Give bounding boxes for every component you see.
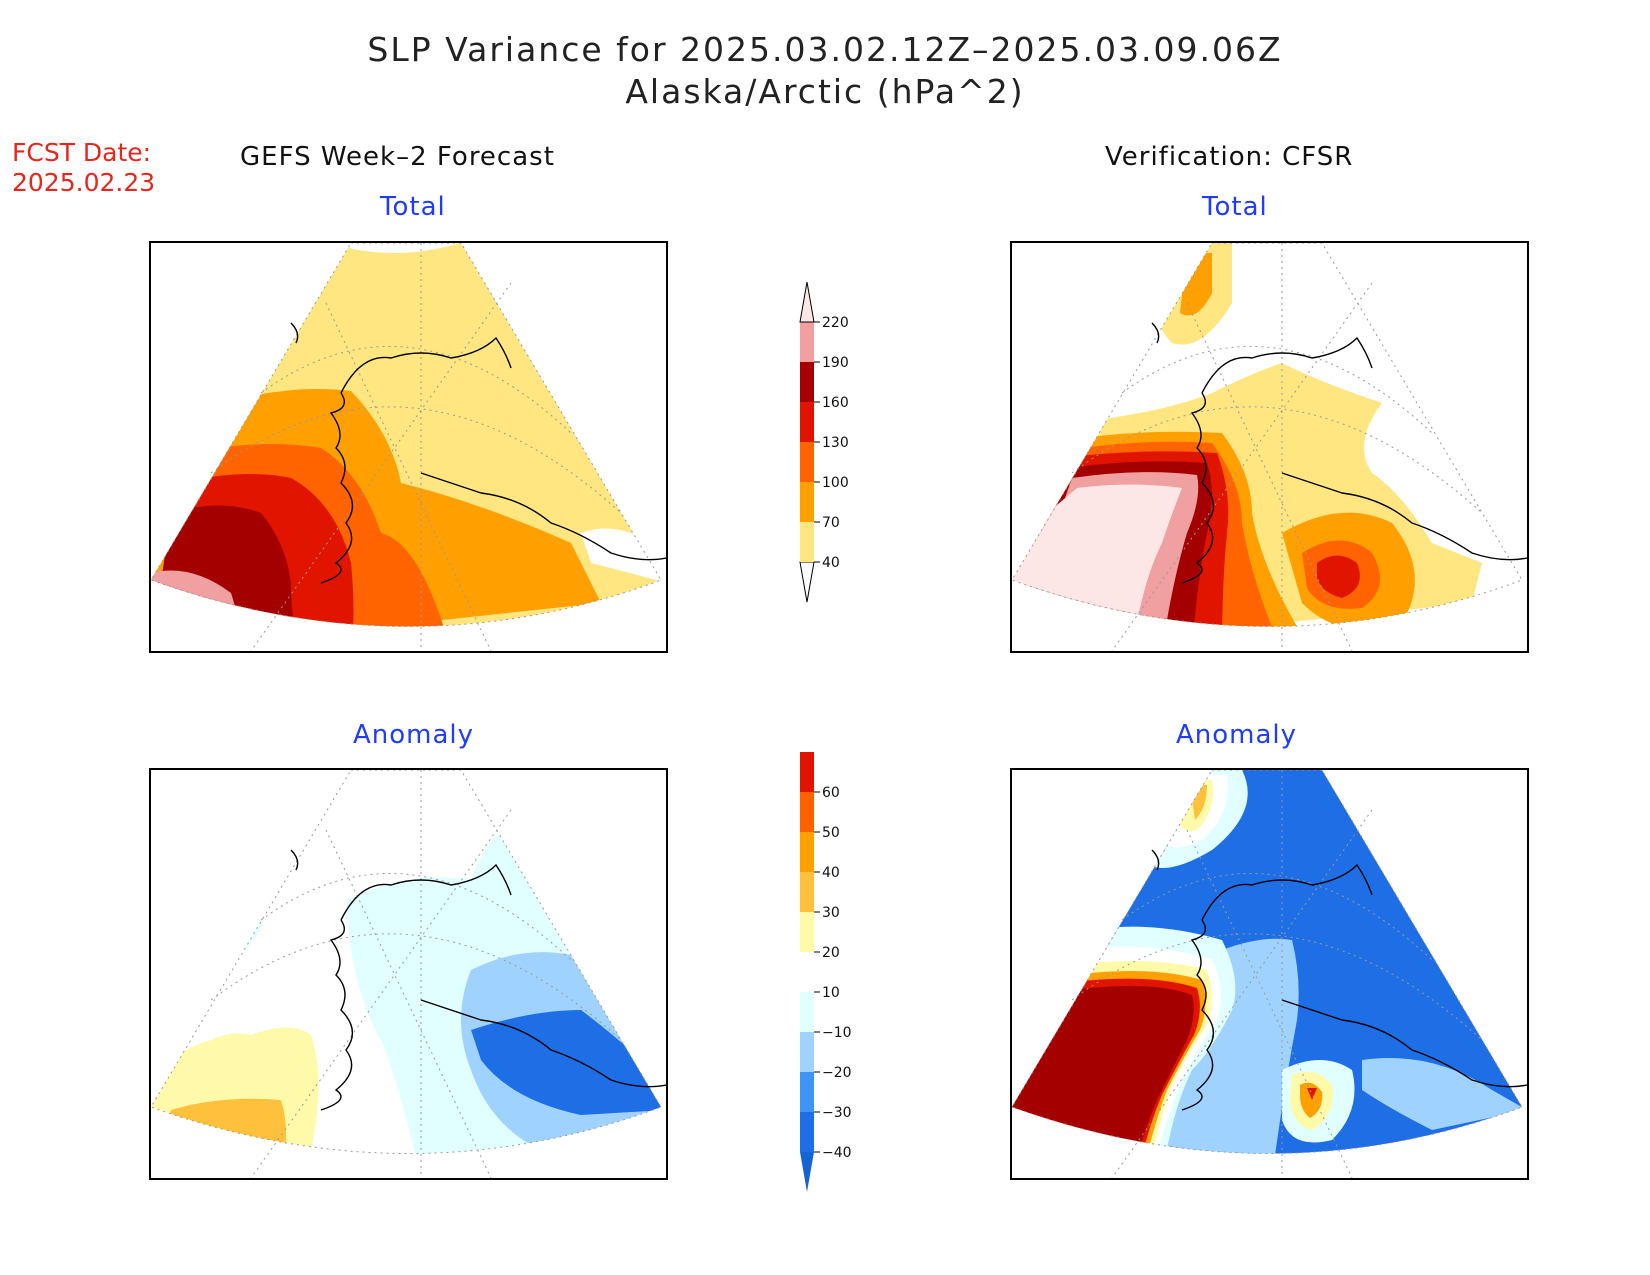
anomaly-colorbar-segment <box>800 752 814 792</box>
anomaly-colorbar-segment <box>800 952 814 992</box>
anomaly-colorbar-tick-label: 60 <box>822 785 840 801</box>
total-colorbar-segment <box>800 522 814 562</box>
anomaly-colorbar: −40 −30 −20 −10 10 20 30 40 50 60 <box>800 752 852 1192</box>
fcst-date-value: 2025.02.23 <box>12 168 156 197</box>
forecast-total-label: Total <box>380 192 446 222</box>
right-column-title: Verification: CFSR <box>1105 142 1354 172</box>
total-colorbar-tick-label: 100 <box>822 475 849 491</box>
anomaly-colorbar-low-tip <box>800 1152 814 1192</box>
anomaly-colorbar-segment <box>800 832 814 872</box>
total-colorbar-low-tip <box>799 561 815 603</box>
anomaly-colorbar-segment <box>800 1072 814 1112</box>
total-colorbar-tick-label: 190 <box>822 355 849 371</box>
figure-subtitle: Alaska/Arctic (hPa^2) <box>625 72 1025 111</box>
anomaly-colorbar-segment <box>800 992 814 1032</box>
forecast-anomaly-map <box>149 768 668 1180</box>
verification-anomaly-label: Anomaly <box>1176 720 1298 750</box>
total-colorbar: 40 70 100 130 160 190 220 <box>799 282 849 603</box>
total-colorbar-tick-label: 160 <box>822 395 849 411</box>
total-colorbar-segment <box>800 482 814 522</box>
anomaly-colorbar-segment <box>800 872 814 912</box>
anomaly-colorbar-tick-label: −30 <box>822 1105 852 1121</box>
anomaly-colorbar-segment <box>800 1112 814 1152</box>
anomaly-colorbar-tick-label: 20 <box>822 945 840 961</box>
forecast-total-coastline <box>290 322 666 584</box>
fcst-date-label: FCST Date: <box>12 138 152 167</box>
total-colorbar-tick-label: 40 <box>822 555 840 571</box>
total-colorbar-segment <box>800 442 814 482</box>
total-colorbar-tick-label: 70 <box>822 515 840 531</box>
total-colorbar-tick-label: 130 <box>822 435 849 451</box>
verification-anomaly-minus20-region <box>1158 938 1299 1154</box>
forecast-anomaly-coastline <box>290 849 666 1111</box>
verification-total-coastline <box>1151 322 1527 584</box>
anomaly-colorbar-tick-label: −40 <box>822 1145 852 1161</box>
forecast-anomaly-label: Anomaly <box>353 720 475 750</box>
total-colorbar-high-tip <box>799 282 815 323</box>
left-column-title: GEFS Week–2 Forecast <box>240 142 555 172</box>
verification-total-map <box>1010 241 1529 653</box>
verification-anomaly-coastline <box>1151 849 1527 1111</box>
verification-total-130-160-region <box>1317 555 1360 598</box>
total-colorbar-segment <box>800 402 814 442</box>
forecast-total-map <box>149 241 668 653</box>
forecast-anomaly-minus30-region <box>471 1010 661 1115</box>
anomaly-colorbar-tick-label: 50 <box>822 825 840 841</box>
total-colorbar-segment <box>800 362 814 402</box>
anomaly-colorbar-segment <box>800 1032 814 1072</box>
figure-title: SLP Variance for 2025.03.02.12Z–2025.03.… <box>367 30 1283 69</box>
total-colorbar-tick-label: 220 <box>822 315 849 331</box>
anomaly-colorbar-tick-label: 30 <box>822 905 840 921</box>
anomaly-colorbar-segment <box>800 792 814 832</box>
forecast-anomaly-20-30-region <box>151 1098 286 1154</box>
verification-anomaly-map <box>1010 768 1529 1180</box>
anomaly-colorbar-segment <box>800 912 814 952</box>
anomaly-colorbar-tick-label: 10 <box>822 985 840 1001</box>
anomaly-colorbar-tick-label: −10 <box>822 1025 852 1041</box>
anomaly-colorbar-tick-label: 40 <box>822 865 840 881</box>
verification-total-label: Total <box>1202 192 1268 222</box>
anomaly-colorbar-tick-label: −20 <box>822 1065 852 1081</box>
total-colorbar-segment <box>800 322 814 362</box>
